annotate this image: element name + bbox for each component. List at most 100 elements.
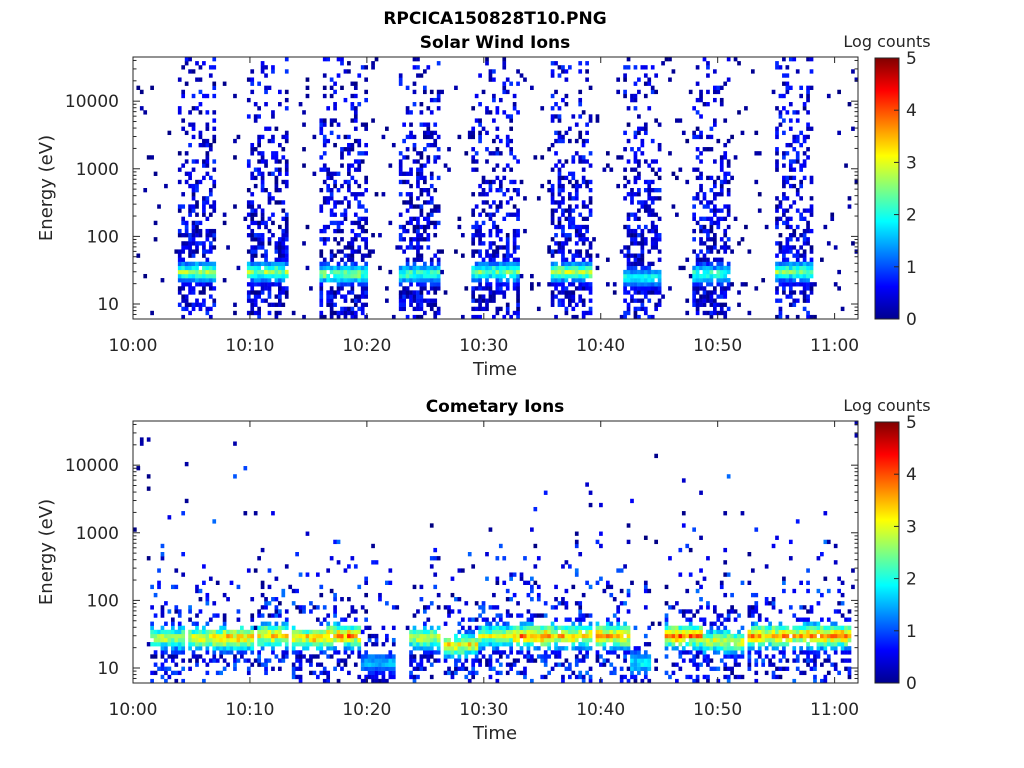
heatmap-cell xyxy=(695,110,700,115)
heatmap-cell xyxy=(177,646,182,651)
heatmap-cell xyxy=(250,617,255,622)
heatmap-cell xyxy=(802,282,807,287)
heatmap-cell xyxy=(554,633,558,639)
heatmap-cell xyxy=(385,298,389,303)
heatmap-cell xyxy=(357,159,362,164)
heatmap-cell xyxy=(716,265,721,271)
heatmap-cell xyxy=(412,290,417,295)
heatmap-cell xyxy=(360,278,365,283)
heatmap-cell xyxy=(564,265,569,271)
heatmap-cell xyxy=(326,183,331,189)
heatmap-cell xyxy=(498,670,503,676)
heatmap-cell xyxy=(650,208,655,213)
heatmap-cell xyxy=(557,245,562,250)
heatmap-cell xyxy=(423,265,427,271)
heatmap-cell xyxy=(502,89,507,95)
heatmap-cell xyxy=(702,216,707,221)
heatmap-cell xyxy=(295,633,299,639)
heatmap-cell xyxy=(284,228,289,234)
heatmap-cell xyxy=(509,212,514,217)
heatmap-cell xyxy=(184,224,189,230)
heatmap-cell xyxy=(447,646,451,651)
heatmap-cell xyxy=(595,642,600,647)
heatmap-cell xyxy=(678,547,683,553)
heatmap-cell xyxy=(716,138,721,144)
heatmap-cell xyxy=(785,633,790,639)
heatmap-cell xyxy=(333,118,337,123)
heatmap-cell xyxy=(257,637,261,643)
heatmap-cell xyxy=(585,269,589,275)
heatmap-cell xyxy=(233,642,237,647)
heatmap-cell xyxy=(423,633,427,639)
heatmap-cell xyxy=(188,249,192,254)
heatmap-cell xyxy=(457,650,462,655)
heatmap-cell xyxy=(643,286,648,291)
heatmap-cell xyxy=(564,233,569,238)
heatmap-cell xyxy=(205,257,210,262)
heatmap-cell xyxy=(723,81,728,86)
heatmap-cell xyxy=(205,138,210,144)
heatmap-cell xyxy=(409,650,413,655)
heatmap-cell xyxy=(654,212,659,217)
heatmap-cell xyxy=(426,159,431,164)
heatmap-cell xyxy=(533,646,538,651)
heatmap-cell xyxy=(509,151,514,156)
heatmap-cell xyxy=(191,122,196,127)
heatmap-cell xyxy=(429,142,434,148)
heatmap-cell xyxy=(336,273,341,279)
heatmap-cell xyxy=(378,592,382,598)
heatmap-cell xyxy=(353,298,358,303)
heatmap-cell xyxy=(305,642,310,647)
heatmap-cell xyxy=(181,273,186,279)
heatmap-cell xyxy=(298,572,303,577)
heatmap-cell xyxy=(364,216,369,221)
heatmap-cell xyxy=(426,650,431,655)
heatmap-cell xyxy=(471,126,476,131)
heatmap-cell xyxy=(740,237,745,242)
heatmap-cell xyxy=(326,654,331,659)
heatmap-cell xyxy=(547,654,551,659)
heatmap-cell xyxy=(364,97,369,103)
heatmap-cell xyxy=(260,69,265,74)
heatmap-cell xyxy=(688,658,693,663)
heatmap-cell xyxy=(550,625,555,631)
heatmap-cell xyxy=(775,167,779,172)
heatmap-cell xyxy=(184,130,189,136)
heatmap-cell xyxy=(809,249,814,254)
heatmap-cell xyxy=(419,171,424,176)
heatmap-cell xyxy=(229,637,234,643)
heatmap-cell xyxy=(768,621,772,626)
heatmap-cell xyxy=(360,654,365,659)
heatmap-cell xyxy=(471,134,476,140)
heatmap-cell xyxy=(713,241,717,246)
heatmap-cell xyxy=(416,306,420,312)
heatmap-cell xyxy=(409,216,413,221)
heatmap-cell xyxy=(616,605,621,610)
heatmap-cell xyxy=(592,237,596,242)
heatmap-cell xyxy=(512,93,517,99)
heatmap-cell xyxy=(433,253,438,258)
heatmap-cell xyxy=(205,249,210,254)
heatmap-cell xyxy=(623,175,627,181)
heatmap-cell xyxy=(367,625,372,631)
heatmap-cell xyxy=(574,249,579,254)
heatmap-cell xyxy=(512,592,517,598)
heatmap-cell xyxy=(505,662,510,667)
heatmap-cell xyxy=(264,601,268,606)
heatmap-cell xyxy=(329,278,334,283)
heatmap-cell xyxy=(202,633,206,639)
heatmap-cell xyxy=(464,642,469,647)
heatmap-cell xyxy=(578,670,583,676)
heatmap-cell xyxy=(478,306,482,312)
heatmap-cell xyxy=(530,527,534,532)
heatmap-cell xyxy=(657,122,662,127)
heatmap-cell xyxy=(181,629,186,635)
heatmap-cell xyxy=(260,245,265,250)
heatmap-cell xyxy=(181,245,186,250)
heatmap-cell xyxy=(236,646,241,651)
heatmap-cell xyxy=(374,57,379,62)
heatmap-cell xyxy=(747,609,752,614)
heatmap-cell xyxy=(795,237,800,242)
heatmap-cell xyxy=(640,278,645,283)
heatmap-cell xyxy=(695,637,700,643)
